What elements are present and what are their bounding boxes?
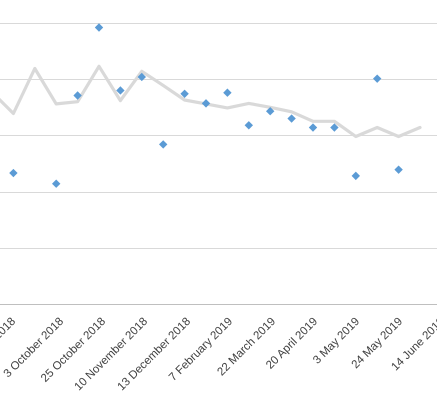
data-point	[244, 121, 253, 130]
x-tick-label: 13 December 2018	[115, 316, 193, 394]
data-point	[287, 114, 296, 123]
data-point	[116, 86, 125, 95]
data-point	[9, 168, 18, 178]
data-point	[52, 179, 61, 188]
grid-layer	[0, 23, 437, 249]
data-point-layer	[9, 23, 403, 188]
data-point	[308, 123, 318, 132]
data-point	[94, 23, 104, 32]
data-point	[394, 165, 403, 174]
data-point	[73, 91, 82, 100]
trend-line	[0, 64, 422, 139]
data-point	[330, 123, 339, 132]
x-tick-label: 10 November 2018	[72, 316, 150, 394]
data-point	[201, 99, 211, 108]
data-point	[180, 89, 189, 99]
data-point	[266, 107, 275, 116]
data-point	[159, 140, 168, 149]
data-point	[223, 88, 232, 97]
data-point	[137, 72, 146, 82]
data-point	[373, 74, 382, 83]
data-point	[351, 171, 360, 181]
x-tick-label: 2018	[0, 316, 18, 343]
trend-line-layer	[0, 64, 422, 139]
